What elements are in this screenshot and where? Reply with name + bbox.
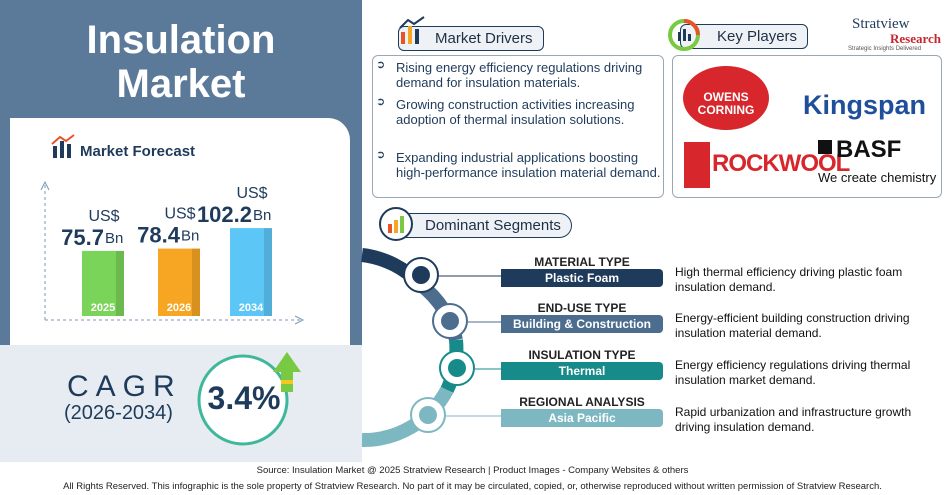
segment-text: Energy efficiency regulations driving th… xyxy=(675,358,911,387)
segments-icon xyxy=(379,207,413,241)
bar-year: 2026 xyxy=(167,302,191,314)
segment-icon-dot xyxy=(441,312,459,330)
bullet: ➲ xyxy=(376,149,386,161)
value-prefix: US$ xyxy=(236,185,267,202)
value-unit: Bn xyxy=(105,230,123,247)
value-prefix: US$ xyxy=(164,206,195,223)
segment-value: Building & Construction xyxy=(501,315,663,333)
segment-text: High thermal efficiency driving plastic … xyxy=(675,265,903,294)
value-unit: Bn xyxy=(181,228,199,245)
bar xyxy=(82,250,124,316)
logo-mark xyxy=(818,140,832,154)
drivers-icon xyxy=(399,16,425,44)
logo-owens: OWENS xyxy=(703,90,749,104)
brand-sub: Research xyxy=(890,31,942,46)
value-prefix: US$ xyxy=(88,208,119,225)
segment-heading: REGIONAL ANALYSIS xyxy=(519,395,645,409)
bullet: ➲ xyxy=(376,59,386,71)
segment-text: Rapid urbanization and infrastructure gr… xyxy=(675,405,912,434)
segment-text: Energy-efficient building construction d… xyxy=(675,311,910,340)
driver: Growing construction activities increasi… xyxy=(396,97,635,127)
value-label: 102.2 xyxy=(197,202,252,227)
segment-heading: INSULATION TYPE xyxy=(528,348,636,362)
cagr-period: (2026-2034) xyxy=(64,402,173,424)
bar-year: 2034 xyxy=(239,302,264,314)
value-label: 75.7 xyxy=(61,225,104,250)
cagr-value: 3.4% xyxy=(207,380,281,416)
players-icon xyxy=(668,19,700,51)
segment-icon-dot xyxy=(448,359,466,377)
players-title: Key Players xyxy=(680,24,809,49)
cagr-label: CAGR xyxy=(67,370,182,403)
segment-arc xyxy=(360,248,501,448)
logo-rockwool: ROCKWOOL xyxy=(712,150,850,177)
driver: Rising energy efficiency regulations dri… xyxy=(396,60,643,90)
bar xyxy=(230,228,272,316)
logo-basf: BASF xyxy=(836,136,902,163)
drivers-title: Market Drivers xyxy=(398,26,544,51)
driver: Expanding industrial applications boosti… xyxy=(396,150,661,180)
source: Source: Insulation Market @ 2025 Stratvi… xyxy=(256,465,689,476)
cagr-badge xyxy=(197,352,301,446)
logo-kingspan: Kingspan xyxy=(803,90,927,120)
segment-heading: MATERIAL TYPE xyxy=(534,255,630,269)
segment-heading: END-USE TYPE xyxy=(537,301,627,315)
segments-title: Dominant Segments xyxy=(388,213,572,238)
logo-bg xyxy=(683,66,769,130)
logo-basf-tag: We create chemistry xyxy=(818,170,937,185)
value-label: 78.4 xyxy=(137,223,181,248)
segment-icon-dot xyxy=(419,406,437,424)
rights: All Rights Reserved. This infographic is… xyxy=(63,481,882,492)
bar xyxy=(158,248,200,316)
bar-side xyxy=(192,248,200,316)
segment-value: Thermal xyxy=(501,362,663,380)
logo-mark xyxy=(684,142,710,188)
logo-corning: CORNING xyxy=(697,103,755,117)
title: Market xyxy=(116,62,246,106)
bullet: ➲ xyxy=(376,96,386,108)
chart-icon xyxy=(51,134,75,158)
brand-tagline: Strategic Insights Delivered xyxy=(848,46,922,52)
title: Insulation xyxy=(86,18,276,62)
segment-value: Plastic Foam xyxy=(501,269,663,287)
bar-side xyxy=(264,228,272,316)
brand-name: Stratview xyxy=(852,16,910,32)
drivers-box xyxy=(372,55,664,198)
segment-value: Asia Pacific xyxy=(501,409,663,427)
forecast-title: Market Forecast xyxy=(80,143,196,160)
segment-icon-dot xyxy=(412,266,430,284)
bar-year: 2025 xyxy=(91,302,115,314)
cagr-panel xyxy=(0,345,362,462)
value-unit: Bn xyxy=(253,207,271,224)
bar-side xyxy=(116,250,124,316)
